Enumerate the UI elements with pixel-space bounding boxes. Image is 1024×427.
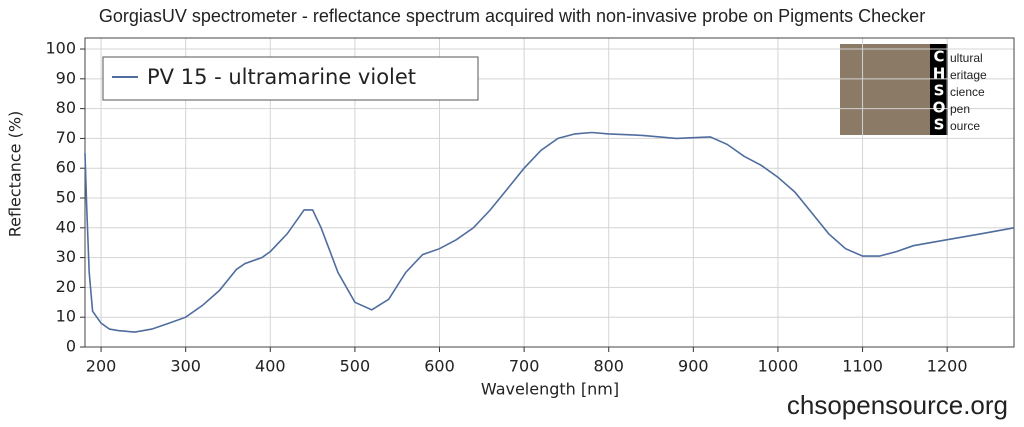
logo-letter: H	[933, 65, 946, 83]
x-tick-label: 500	[340, 357, 371, 376]
logo-word: eritage	[950, 68, 987, 82]
watermark: chsopensource.org	[787, 390, 1008, 420]
y-tick-label: 20	[56, 277, 76, 296]
x-tick-label: 300	[170, 357, 201, 376]
x-axis-label: Wavelength [nm]	[481, 380, 619, 399]
y-tick-label: 40	[56, 217, 76, 236]
y-tick-label: 50	[56, 188, 76, 207]
chart-title: GorgiasUV spectrometer - reflectance spe…	[99, 6, 925, 26]
logo-letter: C	[933, 48, 944, 66]
logo-word: pen	[950, 102, 970, 116]
plot-frame	[84, 37, 1015, 348]
x-tick-label: 400	[255, 357, 286, 376]
y-tick-label: 10	[56, 307, 76, 326]
logo-word: ource	[950, 119, 980, 133]
logo-bar	[930, 44, 948, 135]
legend-label: PV 15 - ultramarine violet	[147, 65, 416, 89]
y-tick-label: 60	[56, 158, 76, 177]
legend-box	[102, 56, 479, 101]
y-axis-label: Reflectance (%)	[6, 111, 25, 238]
y-tick-label: 70	[56, 128, 76, 147]
x-tick-label: 600	[424, 357, 455, 376]
logo-word: cience	[950, 85, 985, 99]
logo-letter: S	[934, 116, 945, 134]
y-tick-label: 90	[56, 68, 76, 87]
logo-letter: S	[934, 82, 945, 100]
logo-word: ultural	[950, 51, 983, 65]
y-tick-label: 80	[56, 98, 76, 117]
x-tick-label: 800	[593, 357, 624, 376]
y-tick-label: 30	[56, 247, 76, 266]
logo-photo	[840, 44, 930, 135]
y-tick-label: 0	[66, 337, 76, 356]
x-tick-label: 1200	[927, 357, 968, 376]
x-tick-label: 200	[86, 357, 117, 376]
x-tick-label: 700	[509, 357, 540, 376]
y-tick-label: 100	[45, 39, 76, 58]
logo-letter: O	[933, 99, 946, 117]
x-tick-label: 1100	[842, 357, 883, 376]
x-tick-label: 900	[678, 357, 709, 376]
data-line	[84, 131, 1015, 333]
x-tick-label: 1000	[758, 357, 799, 376]
